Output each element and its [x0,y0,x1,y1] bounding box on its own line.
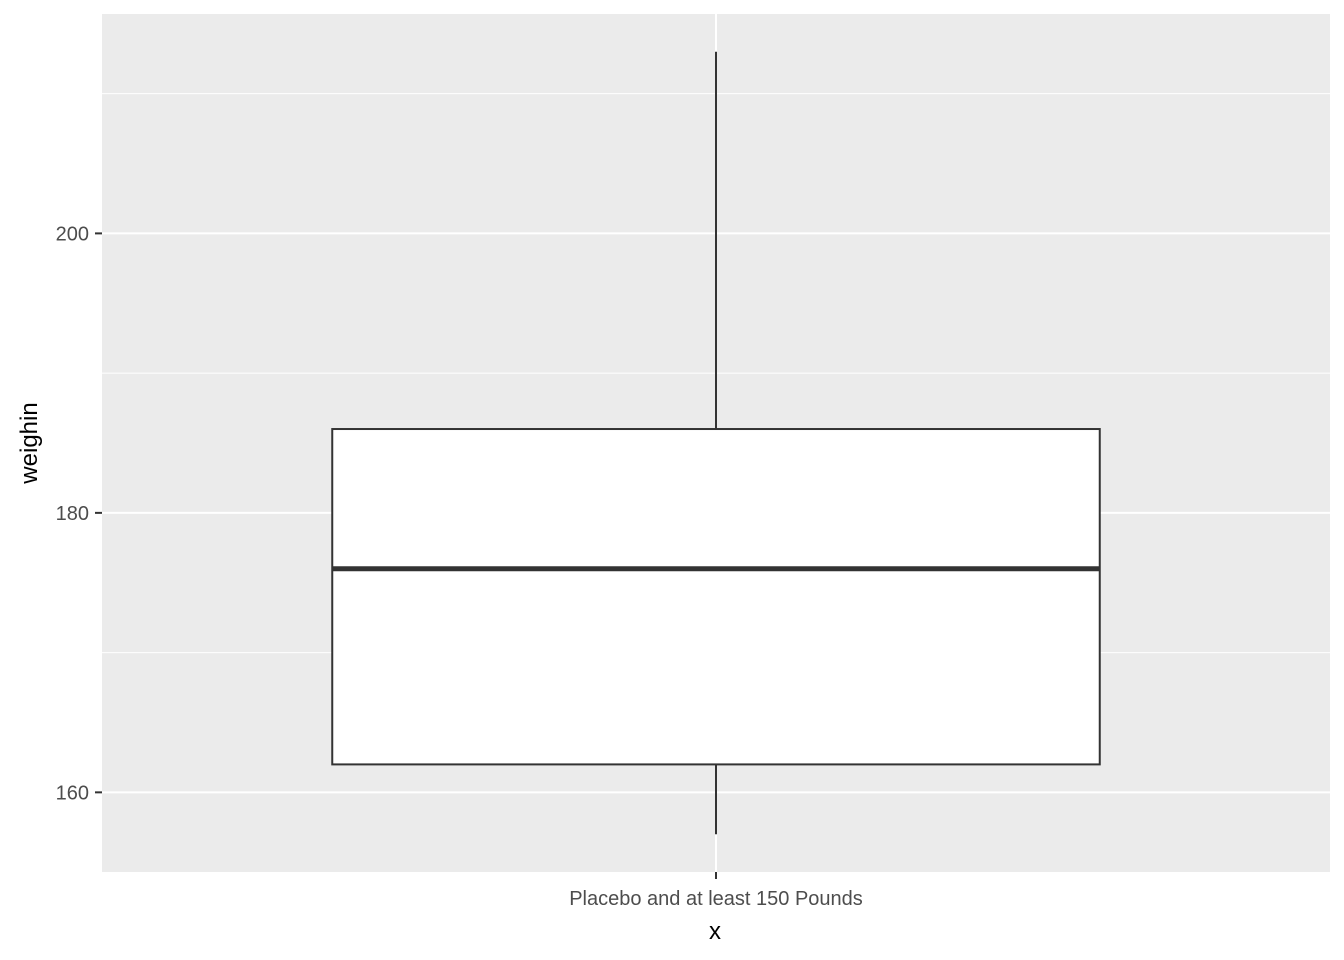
x-axis: Placebo and at least 150 Pounds [569,872,863,910]
y-axis: 160 180 200 [56,223,102,804]
box-iqr [331,428,1101,766]
x-tick-label: Placebo and at least 150 Pounds [569,888,863,910]
box-group [331,51,1101,835]
y-axis-title: weighin [16,402,43,484]
y-tick-label: 200 [56,223,89,245]
x-axis-title: x [709,918,721,945]
y-tick-label: 180 [56,503,89,525]
y-tick-label: 160 [56,782,89,804]
